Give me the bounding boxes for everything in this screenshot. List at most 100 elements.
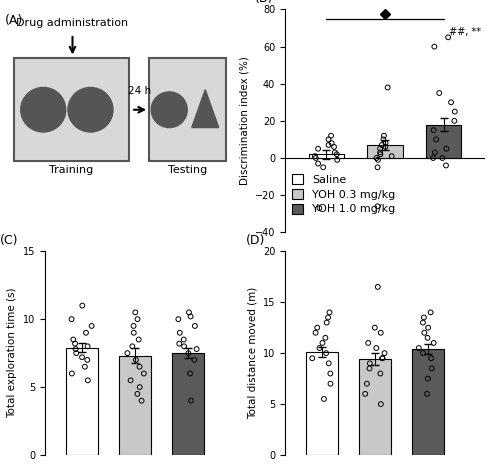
Point — [384, 83, 392, 91]
Point — [427, 355, 435, 362]
Point — [380, 136, 388, 143]
Point — [430, 339, 438, 347]
Point — [424, 334, 432, 342]
Point — [426, 309, 434, 316]
Point — [371, 324, 379, 331]
Point — [319, 164, 327, 171]
Point — [420, 329, 428, 337]
Point — [372, 154, 380, 162]
Polygon shape — [192, 90, 219, 128]
Point — [372, 344, 380, 352]
Point — [429, 154, 437, 162]
Point — [185, 309, 193, 316]
Point — [68, 370, 76, 377]
Point — [71, 340, 79, 347]
Point — [140, 370, 148, 377]
Point — [420, 314, 428, 321]
Point — [70, 336, 78, 343]
Y-axis label: Discrimination index (%): Discrimination index (%) — [239, 56, 249, 185]
Point — [308, 355, 316, 362]
Point — [132, 356, 140, 364]
Point — [374, 202, 382, 210]
Bar — [172, 353, 204, 455]
Point — [419, 319, 427, 326]
Point — [376, 151, 384, 158]
Point — [430, 43, 438, 50]
Point — [316, 344, 324, 352]
Point — [130, 329, 138, 337]
Point — [415, 344, 423, 352]
Point — [82, 329, 90, 337]
Point — [326, 309, 334, 316]
Point — [376, 145, 384, 153]
Point — [314, 145, 322, 153]
Text: 24 h: 24 h — [128, 86, 152, 96]
Y-axis label: Total exploration time (s): Total exploration time (s) — [8, 288, 18, 419]
Point — [331, 149, 339, 156]
Bar — [412, 349, 444, 455]
Point — [376, 149, 384, 156]
Point — [324, 136, 332, 143]
Bar — [66, 348, 98, 455]
Point — [376, 370, 384, 377]
Text: (B): (B) — [255, 0, 274, 5]
Bar — [308, 155, 344, 158]
Point — [450, 117, 458, 125]
Point — [126, 376, 134, 384]
Point — [84, 343, 92, 350]
Point — [136, 383, 143, 391]
Point — [84, 356, 92, 364]
Point — [361, 390, 369, 398]
Point — [132, 309, 140, 316]
Point — [380, 349, 388, 357]
Point — [424, 324, 432, 331]
Point — [327, 132, 335, 139]
Point — [374, 283, 382, 291]
Point — [311, 152, 319, 160]
Point — [382, 139, 390, 147]
Point — [324, 141, 332, 149]
Point — [134, 336, 142, 343]
Point — [186, 370, 194, 377]
Bar — [14, 58, 129, 161]
Point — [333, 151, 341, 158]
Text: Testing: Testing — [168, 165, 207, 175]
Point — [442, 162, 450, 169]
Point — [174, 315, 182, 323]
Point — [377, 400, 385, 408]
Point — [376, 329, 384, 337]
Point — [447, 99, 455, 106]
Point — [432, 136, 440, 143]
Point — [72, 349, 80, 357]
Point — [320, 395, 328, 403]
Point — [78, 302, 86, 310]
Point — [378, 355, 386, 362]
Point — [128, 343, 136, 350]
Point — [451, 108, 459, 115]
Point — [134, 390, 141, 398]
Bar — [426, 125, 462, 158]
Point — [78, 354, 86, 361]
Point — [430, 127, 438, 134]
Point — [431, 149, 439, 156]
Point — [322, 349, 330, 357]
Point — [333, 156, 341, 164]
Point — [190, 356, 198, 364]
Point — [374, 164, 382, 171]
Point — [380, 132, 388, 139]
Point — [184, 349, 192, 357]
Point — [176, 329, 184, 337]
Point — [322, 319, 330, 326]
Text: (D): (D) — [246, 234, 265, 247]
Bar — [368, 145, 402, 158]
Point — [312, 154, 320, 162]
Legend: Saline, YOH 0.3 mg/kg, YOH 1.0 mg/kg: Saline, YOH 0.3 mg/kg, YOH 1.0 mg/kg — [292, 174, 395, 214]
Point — [312, 329, 320, 337]
Point — [72, 345, 80, 353]
Point — [136, 363, 143, 371]
Circle shape — [68, 87, 113, 132]
Text: ##, **: ##, ** — [448, 27, 480, 37]
Point — [191, 322, 199, 330]
Y-axis label: Total distance moved (m): Total distance moved (m) — [248, 287, 258, 419]
Point — [366, 365, 374, 372]
